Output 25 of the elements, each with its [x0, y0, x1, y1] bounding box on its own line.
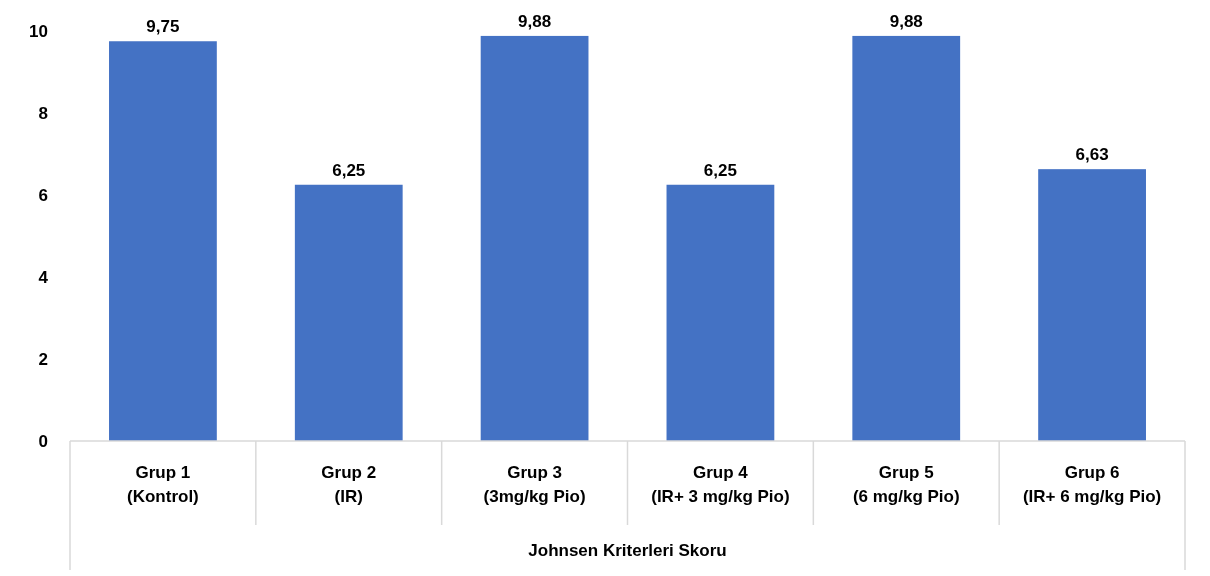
x-tick-label: Grup 1 (Kontrol) — [127, 463, 199, 506]
bar — [109, 41, 217, 441]
data-label: 9,88 — [889, 11, 923, 31]
y-tick-label: 4 — [38, 267, 49, 287]
data-label: 6,63 — [1075, 145, 1109, 165]
x-tick-label: Grup 2 (IR) — [321, 463, 377, 506]
bar — [666, 184, 775, 441]
x-tick-label: Grup 4 (IR+ 3 mg/kg Pio) — [651, 463, 790, 506]
y-tick-label: 10 — [29, 21, 48, 41]
y-tick-label: 8 — [38, 103, 48, 123]
y-tick-label: 6 — [38, 185, 48, 205]
data-label: 6,25 — [703, 160, 737, 180]
data-label: 6,25 — [332, 160, 366, 180]
x-tick-label: Grup 6 (IR+ 6 mg/kg Pio) — [1022, 463, 1162, 506]
bar — [480, 35, 589, 441]
x-axis-title: Johnsen Kriterleri Skoru — [528, 541, 727, 560]
bar — [1038, 169, 1146, 441]
data-label: 9,75 — [146, 17, 180, 37]
x-tick-label: Grup 5 (6 mg/kg Pio) — [852, 463, 960, 506]
x-tick-label: Grup 3 (3mg/kg Pio) — [483, 463, 586, 506]
bar — [294, 184, 403, 441]
bar — [852, 35, 961, 441]
data-label: 9,88 — [518, 11, 552, 31]
y-tick-label: 2 — [38, 349, 48, 369]
y-tick-label: 0 — [38, 431, 48, 451]
